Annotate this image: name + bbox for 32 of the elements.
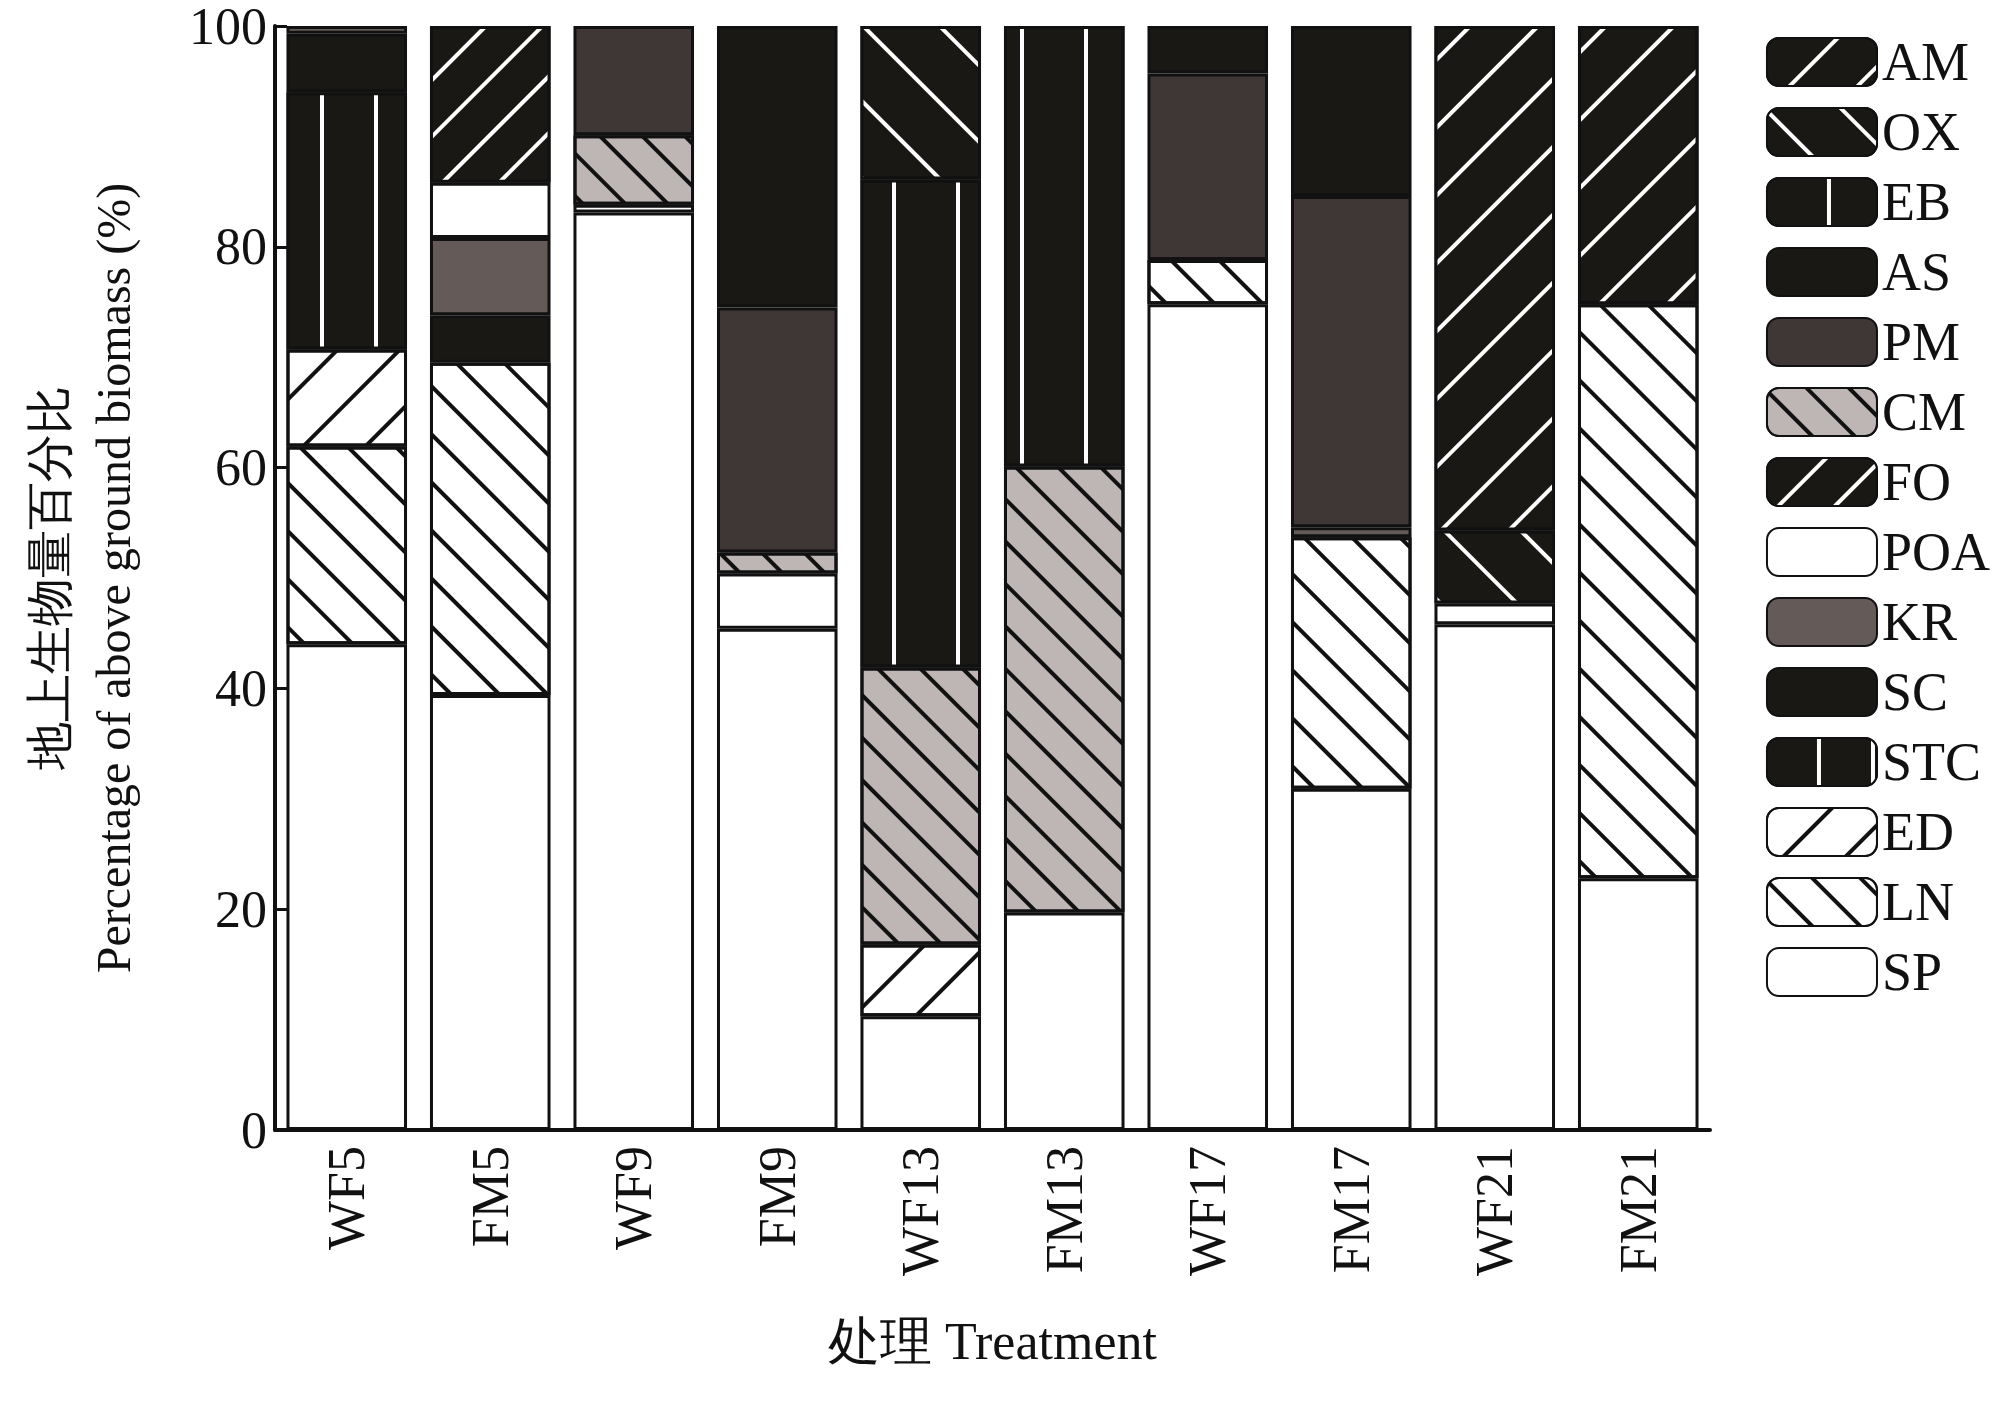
x-axis-title: 处理 Treatment — [828, 1312, 1158, 1370]
x-tick-label: FM5 — [461, 1146, 519, 1248]
x-tick-label: FM21 — [1609, 1146, 1667, 1274]
x-tick-label: WF9 — [605, 1146, 663, 1250]
legend-label: OX — [1881, 102, 1960, 162]
legend-label: SC — [1881, 662, 1949, 722]
y-tick-label: 20 — [215, 880, 267, 938]
legend-label: SP — [1881, 942, 1943, 1002]
legend-label: CM — [1881, 382, 1967, 442]
x-tick-label: WF13 — [892, 1146, 950, 1276]
x-tick-label: WF5 — [318, 1146, 376, 1250]
y-tick-label: 0 — [241, 1101, 267, 1159]
legend-label: STC — [1881, 732, 1982, 792]
legend-label: PM — [1881, 312, 1961, 372]
x-tick-label: FM13 — [1035, 1146, 1093, 1274]
x-tick-label: WF21 — [1466, 1146, 1524, 1276]
legend-label: EB — [1881, 172, 1951, 232]
legend-label: LN — [1881, 872, 1954, 932]
y-tick-label: 40 — [215, 659, 267, 717]
legend-label: KR — [1881, 592, 1957, 652]
y-tick-label: 60 — [215, 439, 267, 497]
x-tick-label: WF17 — [1179, 1146, 1237, 1276]
y-axis-title: 地上生物量百分比 Percentage of above ground biomass (%) — [22, 182, 141, 974]
x-tick-label: FM17 — [1322, 1146, 1380, 1274]
legend-label: AM — [1881, 32, 1969, 92]
legend-label: AS — [1881, 242, 1951, 302]
legend-label: FO — [1881, 452, 1951, 512]
legend-label: ED — [1881, 802, 1954, 862]
legend-label: POA — [1881, 522, 1990, 582]
x-tick-label: FM9 — [748, 1146, 806, 1248]
y-tick-label: 80 — [215, 218, 267, 276]
y-tick-label: 100 — [189, 0, 267, 55]
